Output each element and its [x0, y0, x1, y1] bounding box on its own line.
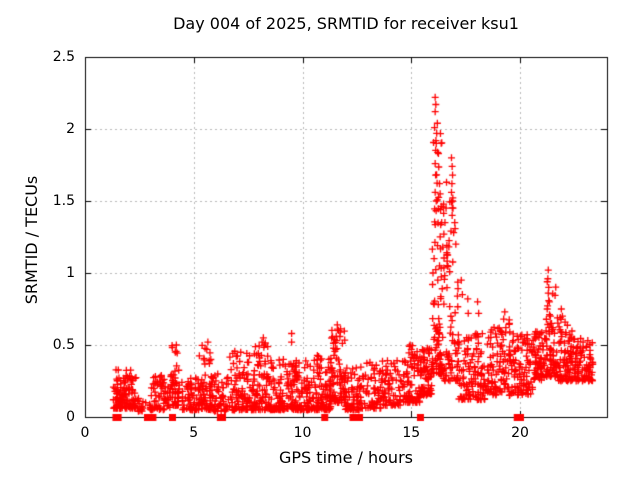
- y-tick-label-1: 1: [66, 265, 75, 281]
- x-tick-label-10: 10: [293, 425, 312, 441]
- y-tick-label-0: 0: [66, 409, 75, 425]
- x-tick-label-20: 20: [511, 425, 529, 441]
- y-tick-label-2.5: 2.5: [52, 49, 75, 65]
- chart-title: Day 004 of 2025, SRMTID for receiver ksu…: [173, 14, 519, 33]
- x-tick-label-0: 0: [80, 425, 90, 441]
- x-tick-label-15: 15: [402, 425, 421, 441]
- x-axis-label: GPS time / hours: [279, 448, 413, 467]
- x-tick-label-5: 5: [189, 425, 199, 441]
- y-tick-label-0.5: 0.5: [52, 337, 75, 353]
- y-tick-label-2: 2: [66, 121, 75, 137]
- y-tick-label-1.5: 1.5: [52, 193, 75, 209]
